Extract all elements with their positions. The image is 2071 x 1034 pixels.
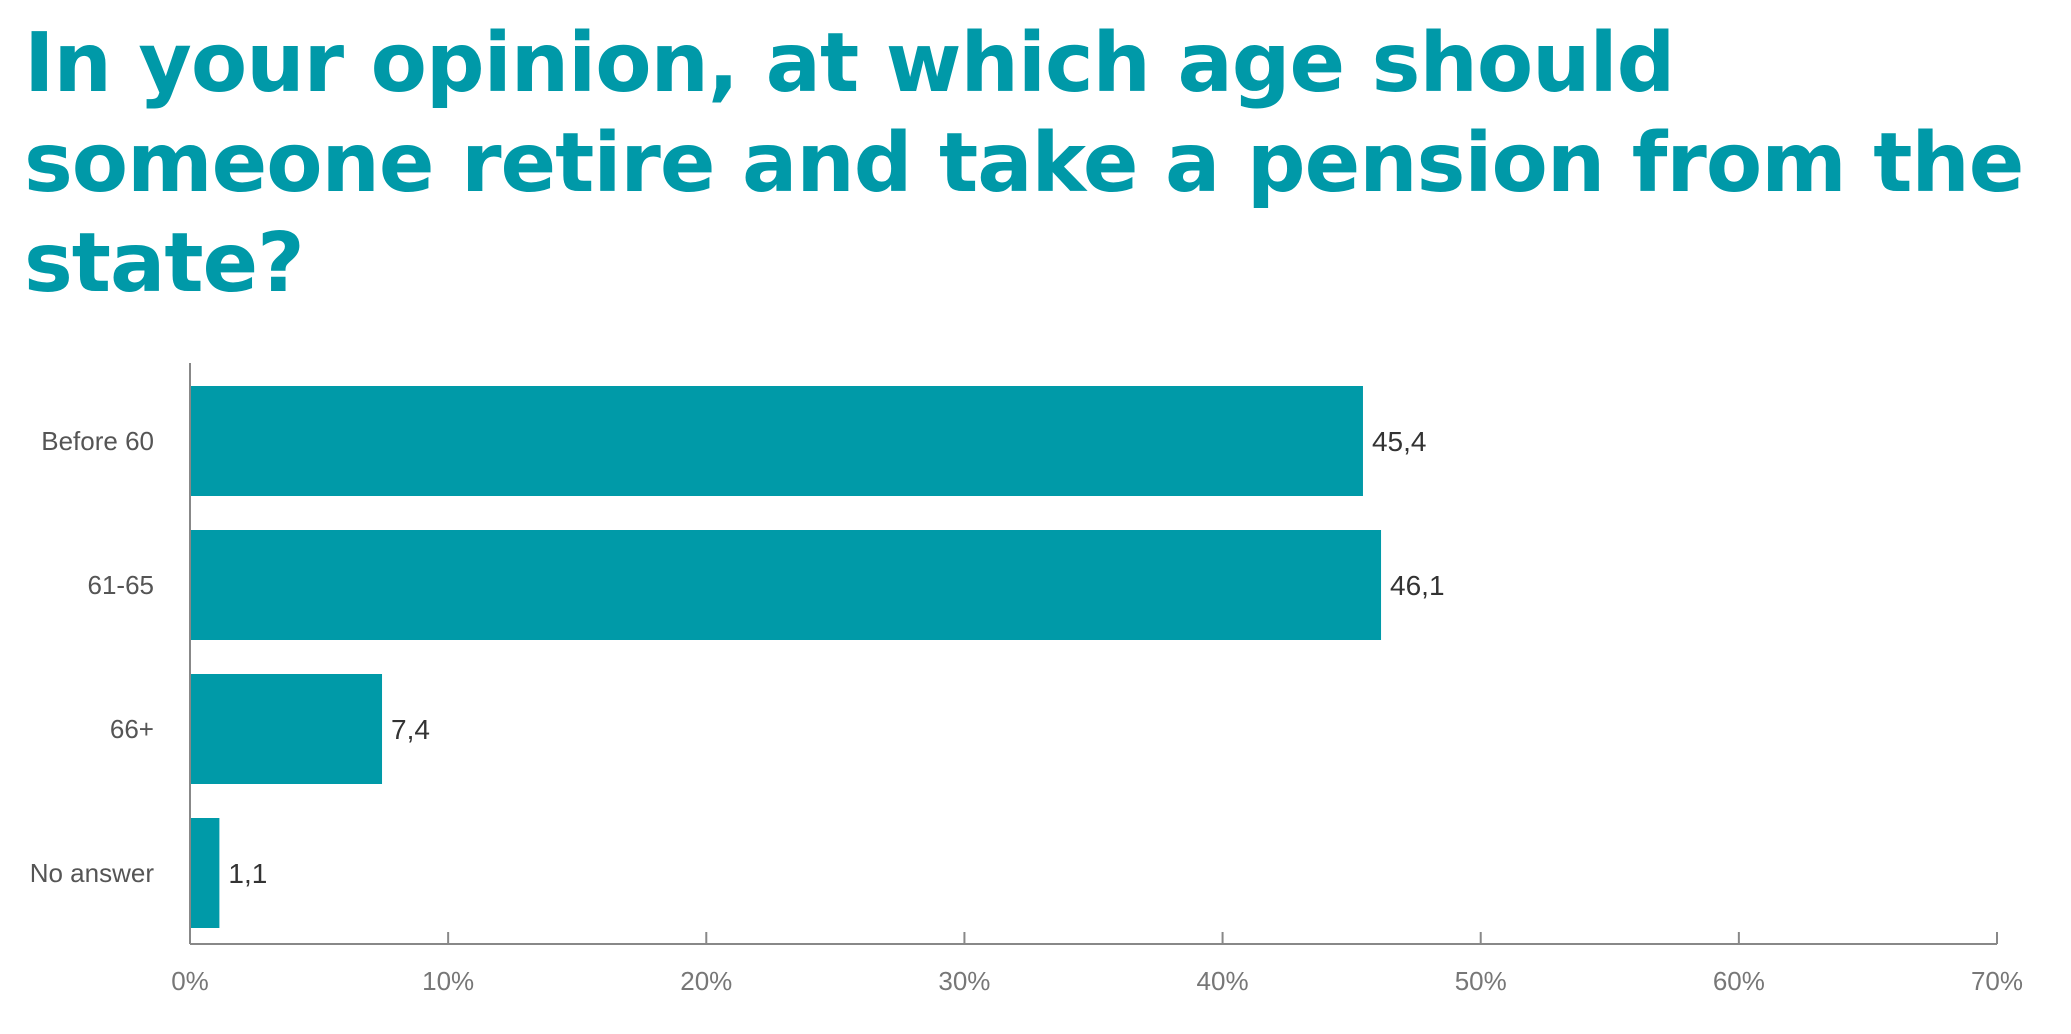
data-label-0: 45,4	[1372, 426, 1427, 457]
x-tick-label-7: 70%	[1971, 966, 2023, 996]
x-tick-label-1: 10%	[422, 966, 474, 996]
bar-3	[191, 818, 220, 928]
x-tick-label-6: 60%	[1713, 966, 1765, 996]
bar-1	[191, 530, 1382, 640]
x-tick-label-0: 0%	[171, 966, 209, 996]
chart-title: In your opinion, at which age should som…	[24, 16, 2024, 311]
data-label-1: 46,1	[1390, 570, 1445, 601]
data-label-3: 1,1	[228, 858, 267, 889]
x-tick-label-2: 20%	[680, 966, 732, 996]
plot-area: Before 60 45,4 61-65 46,1 66+ 7,4 No answer 1,1…	[30, 363, 2023, 996]
x-tick-label-5: 50%	[1455, 966, 1507, 996]
category-label-0: Before 60	[41, 426, 154, 456]
category-label-3: No answer	[30, 858, 155, 888]
x-tick-label-4: 40%	[1197, 966, 1249, 996]
bar-2	[191, 674, 383, 784]
data-label-2: 7,4	[391, 714, 430, 745]
category-label-2: 66+	[110, 714, 154, 744]
bar-0	[191, 386, 1363, 496]
category-label-1: 61-65	[88, 570, 155, 600]
x-tick-label-3: 30%	[938, 966, 990, 996]
